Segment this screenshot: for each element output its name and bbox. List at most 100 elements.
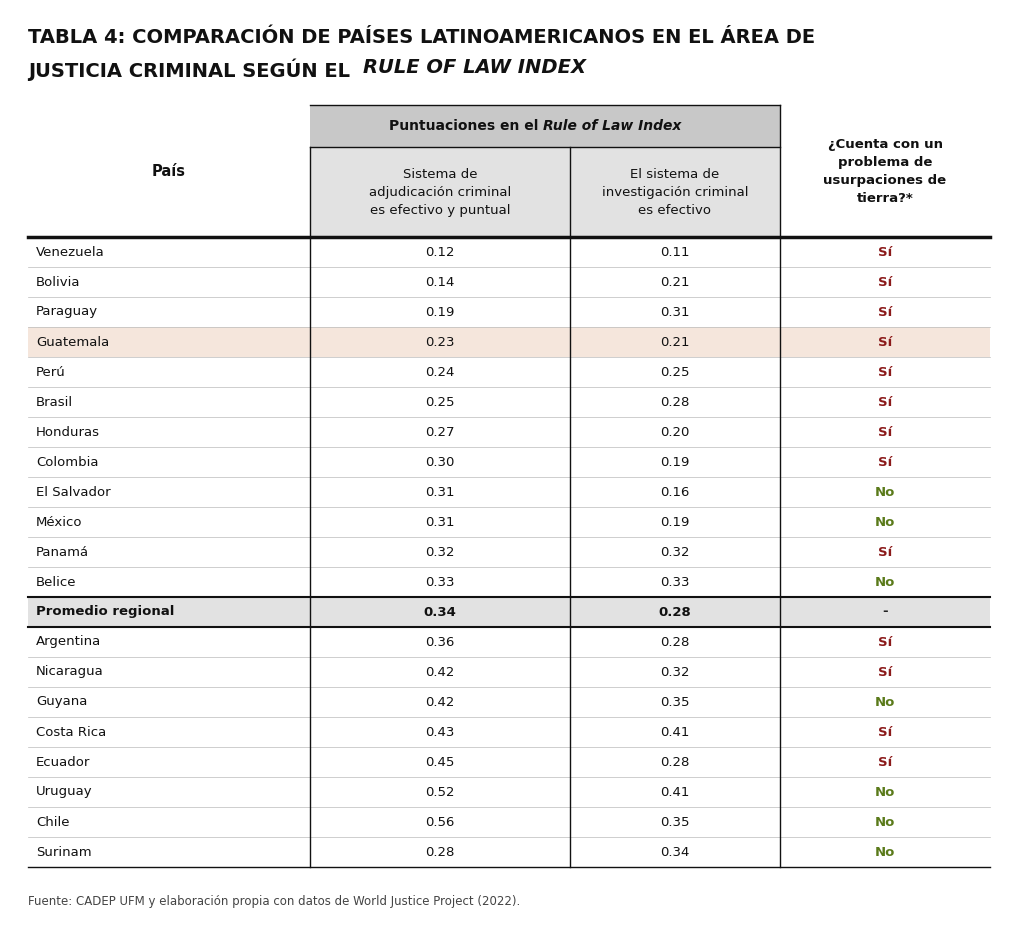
Text: JUSTICIA CRIMINAL SEGÚN EL: JUSTICIA CRIMINAL SEGÚN EL bbox=[28, 58, 356, 81]
Text: No: No bbox=[874, 486, 895, 499]
Text: 0.30: 0.30 bbox=[425, 455, 455, 468]
Text: Sí: Sí bbox=[878, 636, 892, 649]
Text: 0.45: 0.45 bbox=[425, 756, 455, 768]
Text: Promedio regional: Promedio regional bbox=[36, 605, 174, 618]
Text: Sí: Sí bbox=[878, 455, 892, 468]
Text: RULE OF LAW INDEX: RULE OF LAW INDEX bbox=[362, 58, 586, 77]
Text: 0.19: 0.19 bbox=[660, 515, 690, 528]
Text: Sí: Sí bbox=[878, 396, 892, 409]
Text: TABLA 4: COMPARACIÓN DE PAÍSES LATINOAMERICANOS EN EL ÁREA DE: TABLA 4: COMPARACIÓN DE PAÍSES LATINOAME… bbox=[28, 28, 815, 47]
Text: 0.24: 0.24 bbox=[425, 365, 455, 378]
Text: Surinam: Surinam bbox=[36, 845, 91, 858]
Text: 0.41: 0.41 bbox=[660, 785, 690, 798]
Text: 0.36: 0.36 bbox=[425, 636, 455, 649]
Text: 0.42: 0.42 bbox=[425, 666, 455, 679]
Text: 0.32: 0.32 bbox=[425, 545, 455, 558]
Text: 0.21: 0.21 bbox=[660, 275, 690, 288]
Bar bbox=[310, 147, 780, 237]
Text: Sí: Sí bbox=[878, 246, 892, 259]
Text: 0.34: 0.34 bbox=[660, 845, 690, 858]
Text: Sí: Sí bbox=[878, 545, 892, 558]
Text: problema de: problema de bbox=[838, 156, 932, 169]
Bar bbox=[28, 327, 990, 357]
Text: 0.32: 0.32 bbox=[660, 545, 690, 558]
Text: 0.12: 0.12 bbox=[425, 246, 455, 259]
Text: 0.19: 0.19 bbox=[425, 306, 455, 319]
Text: No: No bbox=[874, 816, 895, 829]
Text: adjudicación criminal: adjudicación criminal bbox=[369, 185, 511, 198]
Text: 0.32: 0.32 bbox=[660, 666, 690, 679]
Text: Sí: Sí bbox=[878, 365, 892, 378]
Text: 0.14: 0.14 bbox=[425, 275, 455, 288]
Text: 0.43: 0.43 bbox=[425, 726, 455, 739]
Text: Paraguay: Paraguay bbox=[36, 306, 98, 319]
Text: Ecuador: Ecuador bbox=[36, 756, 90, 768]
Text: 0.25: 0.25 bbox=[660, 365, 690, 378]
Text: 0.28: 0.28 bbox=[660, 756, 690, 768]
Text: 0.27: 0.27 bbox=[425, 425, 455, 438]
Text: Argentina: Argentina bbox=[36, 636, 101, 649]
Text: -: - bbox=[883, 605, 888, 618]
Text: 0.28: 0.28 bbox=[658, 605, 691, 618]
Text: 0.31: 0.31 bbox=[425, 486, 455, 499]
Text: 0.42: 0.42 bbox=[425, 695, 455, 708]
Text: ¿Cuenta con un: ¿Cuenta con un bbox=[827, 137, 942, 150]
Text: El Salvador: El Salvador bbox=[36, 486, 111, 499]
Text: 0.31: 0.31 bbox=[425, 515, 455, 528]
Text: 0.33: 0.33 bbox=[660, 576, 690, 589]
Text: No: No bbox=[874, 845, 895, 858]
Text: Brasil: Brasil bbox=[36, 396, 73, 409]
Text: 0.52: 0.52 bbox=[425, 785, 455, 798]
Text: Sistema de: Sistema de bbox=[402, 168, 477, 181]
Text: usurpaciones de: usurpaciones de bbox=[823, 173, 946, 186]
Text: investigación criminal: investigación criminal bbox=[602, 185, 749, 198]
Text: 0.31: 0.31 bbox=[660, 306, 690, 319]
Text: Sí: Sí bbox=[878, 756, 892, 768]
Text: es efectivo: es efectivo bbox=[639, 204, 712, 217]
Text: 0.28: 0.28 bbox=[660, 396, 690, 409]
Text: 0.34: 0.34 bbox=[424, 605, 457, 618]
Text: 0.28: 0.28 bbox=[425, 845, 455, 858]
Text: Chile: Chile bbox=[36, 816, 70, 829]
Text: País: País bbox=[152, 163, 186, 179]
Text: Sí: Sí bbox=[878, 336, 892, 349]
Text: 0.20: 0.20 bbox=[660, 425, 690, 438]
Text: No: No bbox=[874, 695, 895, 708]
Text: Rule of Law Index: Rule of Law Index bbox=[543, 119, 681, 133]
Text: 0.35: 0.35 bbox=[660, 695, 690, 708]
Text: El sistema de: El sistema de bbox=[631, 168, 720, 181]
Text: Venezuela: Venezuela bbox=[36, 246, 104, 259]
Text: No: No bbox=[874, 785, 895, 798]
Text: Costa Rica: Costa Rica bbox=[36, 726, 106, 739]
Bar bbox=[28, 597, 990, 627]
Text: Sí: Sí bbox=[878, 666, 892, 679]
Text: Fuente: CADEP UFM y elaboración propia con datos de World Justice Project (2022): Fuente: CADEP UFM y elaboración propia c… bbox=[28, 895, 520, 908]
Text: Honduras: Honduras bbox=[36, 425, 100, 438]
Text: Sí: Sí bbox=[878, 275, 892, 288]
Text: 0.21: 0.21 bbox=[660, 336, 690, 349]
Text: Nicaragua: Nicaragua bbox=[36, 666, 103, 679]
Text: 0.35: 0.35 bbox=[660, 816, 690, 829]
Text: 0.23: 0.23 bbox=[425, 336, 455, 349]
Text: Sí: Sí bbox=[878, 425, 892, 438]
Text: Panamá: Panamá bbox=[36, 545, 89, 558]
Text: No: No bbox=[874, 515, 895, 528]
Text: Colombia: Colombia bbox=[36, 455, 98, 468]
Text: Belice: Belice bbox=[36, 576, 77, 589]
Text: Guatemala: Guatemala bbox=[36, 336, 110, 349]
Text: Uruguay: Uruguay bbox=[36, 785, 92, 798]
Text: Guyana: Guyana bbox=[36, 695, 87, 708]
Text: No: No bbox=[874, 576, 895, 589]
Text: 0.19: 0.19 bbox=[660, 455, 690, 468]
Text: 0.41: 0.41 bbox=[660, 726, 690, 739]
Text: 0.16: 0.16 bbox=[660, 486, 690, 499]
Text: tierra?*: tierra?* bbox=[857, 192, 913, 205]
Text: Perú: Perú bbox=[36, 365, 66, 378]
Text: 0.56: 0.56 bbox=[425, 816, 455, 829]
Text: Puntuaciones en el: Puntuaciones en el bbox=[389, 119, 543, 133]
Text: Sí: Sí bbox=[878, 726, 892, 739]
Text: 0.28: 0.28 bbox=[660, 636, 690, 649]
Text: 0.25: 0.25 bbox=[425, 396, 455, 409]
Text: 0.11: 0.11 bbox=[660, 246, 690, 259]
Text: Bolivia: Bolivia bbox=[36, 275, 81, 288]
